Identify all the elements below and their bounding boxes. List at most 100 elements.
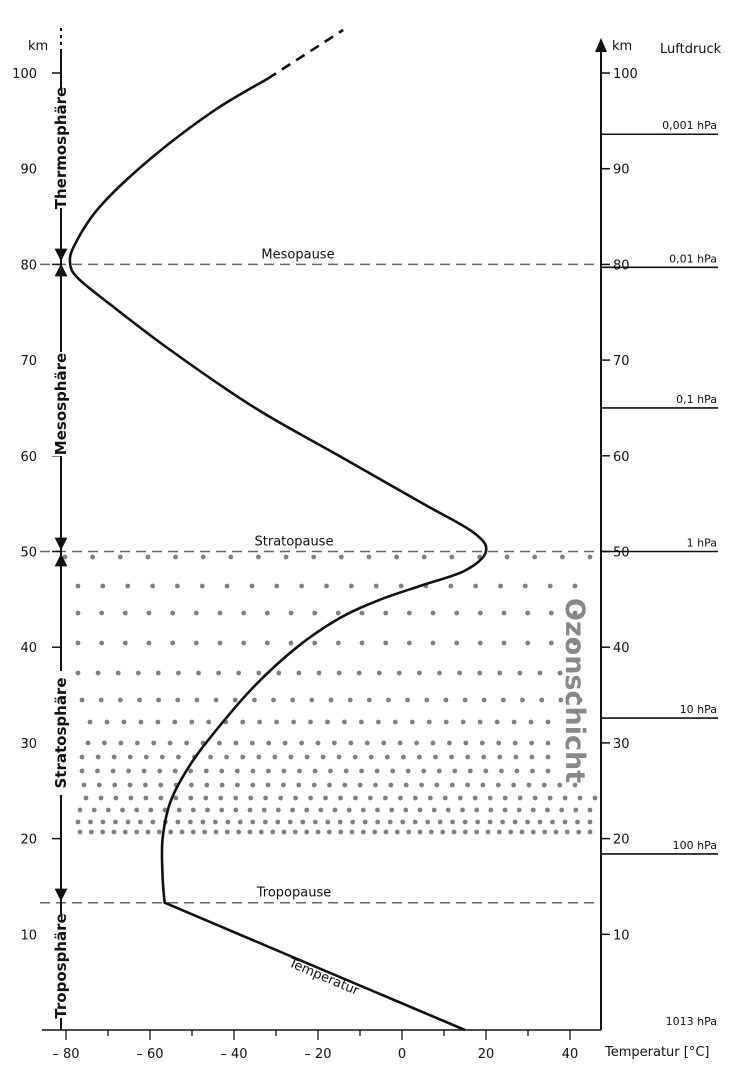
ozone-dot bbox=[516, 807, 522, 813]
ozone-dot bbox=[508, 829, 514, 835]
ozone-dot bbox=[304, 754, 310, 760]
ozone-dot bbox=[143, 782, 148, 788]
ozone-dot bbox=[75, 583, 81, 589]
ozone-dot bbox=[397, 740, 403, 746]
ozone-dot bbox=[545, 768, 551, 774]
ozone-dot bbox=[249, 583, 255, 589]
ozone-dot bbox=[213, 819, 218, 825]
ozone-dot bbox=[256, 554, 261, 560]
ozone-dot bbox=[250, 782, 256, 788]
ozone-dot bbox=[545, 807, 550, 813]
ozone-dot bbox=[190, 829, 196, 835]
ozone-dot bbox=[381, 740, 387, 746]
ozone-dot bbox=[530, 829, 536, 835]
ozone-dot bbox=[530, 768, 535, 774]
ozone-dot bbox=[500, 819, 505, 825]
ozone-dot bbox=[240, 754, 246, 760]
ozone-dot bbox=[287, 819, 293, 825]
ozone-dot bbox=[224, 583, 230, 589]
ozone-dot bbox=[225, 819, 231, 825]
ozone-dot bbox=[349, 829, 355, 835]
ozone-dot bbox=[281, 768, 287, 774]
right-axis bbox=[595, 38, 607, 1030]
ozone-dot bbox=[572, 782, 578, 788]
ozone-dot bbox=[449, 754, 454, 760]
ozone-dot bbox=[437, 670, 442, 676]
ozone-dot bbox=[146, 610, 152, 616]
ozone-dot bbox=[557, 782, 563, 788]
boundary-lines: Tropopause Stratopause Mesopause bbox=[40, 247, 600, 904]
ozone-dot bbox=[430, 610, 436, 616]
ozone-dot bbox=[457, 795, 463, 801]
ozone-dot bbox=[497, 670, 503, 676]
ozone-dot bbox=[473, 583, 478, 589]
ozone-dot bbox=[120, 807, 125, 813]
ozone-dot bbox=[483, 768, 489, 774]
ozone-dots bbox=[62, 554, 598, 835]
ozone-dot bbox=[406, 829, 412, 835]
ozone-dot bbox=[309, 697, 315, 703]
ozone-dot bbox=[577, 697, 583, 703]
ozone-dot bbox=[417, 670, 422, 676]
ozone-dot bbox=[189, 782, 194, 788]
ozone-dot bbox=[95, 670, 101, 676]
ozone-dot bbox=[75, 819, 81, 825]
ozone-dot bbox=[134, 807, 140, 813]
ozone-dot bbox=[337, 819, 343, 825]
ozone-dot bbox=[417, 829, 423, 835]
ozone-dot bbox=[324, 583, 329, 589]
ozone-dot bbox=[208, 754, 214, 760]
layer-label: Mesosphäre bbox=[52, 353, 70, 455]
ozone-dot bbox=[299, 583, 304, 589]
ozone-dot bbox=[312, 768, 318, 774]
ozone-dot bbox=[113, 819, 118, 825]
ozone-dot bbox=[426, 719, 432, 725]
ozone-dot bbox=[272, 754, 278, 760]
ozone-dot bbox=[359, 640, 365, 646]
temperature-curve bbox=[68, 77, 488, 1032]
ozone-dot bbox=[430, 740, 436, 746]
ozone-dot bbox=[202, 829, 208, 835]
ozone-dot bbox=[514, 768, 520, 774]
ozone-dot bbox=[83, 795, 89, 801]
ozone-dot bbox=[77, 829, 83, 835]
ozone-dot bbox=[462, 829, 468, 835]
right-axis-arrow-icon bbox=[595, 38, 607, 52]
ozone-dot bbox=[189, 719, 195, 725]
ozone-dot bbox=[326, 829, 332, 835]
ozone-dot bbox=[462, 697, 468, 703]
ozone-dot bbox=[79, 768, 85, 774]
right-axis-unit: km bbox=[612, 39, 632, 54]
left-tick-label: 100 bbox=[12, 67, 37, 82]
ozone-dot bbox=[499, 768, 504, 774]
ozone-dot bbox=[218, 795, 224, 801]
ozone-dot bbox=[125, 583, 131, 589]
layer-label: Troposphäre bbox=[52, 913, 70, 1018]
ozone-dot bbox=[113, 795, 119, 801]
ozone-dot bbox=[497, 754, 503, 760]
ozone-dot bbox=[479, 740, 485, 746]
right-km-ticks: 10 20 30 40 50 60 70 80 90 100 bbox=[601, 67, 638, 943]
ozone-dot bbox=[264, 640, 270, 646]
ozone-dot bbox=[88, 819, 93, 825]
ozone-dot bbox=[401, 754, 406, 760]
ozone-dot bbox=[98, 795, 104, 801]
ozone-dot bbox=[362, 819, 368, 825]
pressure-label: 100 hPa bbox=[673, 839, 717, 852]
ozone-dot bbox=[343, 768, 349, 774]
ozone-dot bbox=[213, 697, 219, 703]
ozone-dot bbox=[558, 697, 564, 703]
ozone-dot bbox=[347, 697, 353, 703]
ozone-dot bbox=[374, 768, 380, 774]
ozone-dot bbox=[384, 754, 390, 760]
temperature-ticks: – 80 – 60 – 40 – 20 0 20 40 bbox=[52, 1030, 578, 1062]
ozone-dot bbox=[577, 795, 583, 801]
ozone-dot bbox=[117, 697, 123, 703]
ozone-dot bbox=[417, 807, 423, 813]
ozone-dot bbox=[352, 754, 358, 760]
left-tick-label: 20 bbox=[20, 833, 37, 848]
ozone-dot bbox=[388, 782, 394, 788]
ozone-dot bbox=[188, 819, 193, 825]
temperature-tick-label: – 60 bbox=[136, 1047, 163, 1062]
ozone-dot bbox=[457, 670, 462, 676]
